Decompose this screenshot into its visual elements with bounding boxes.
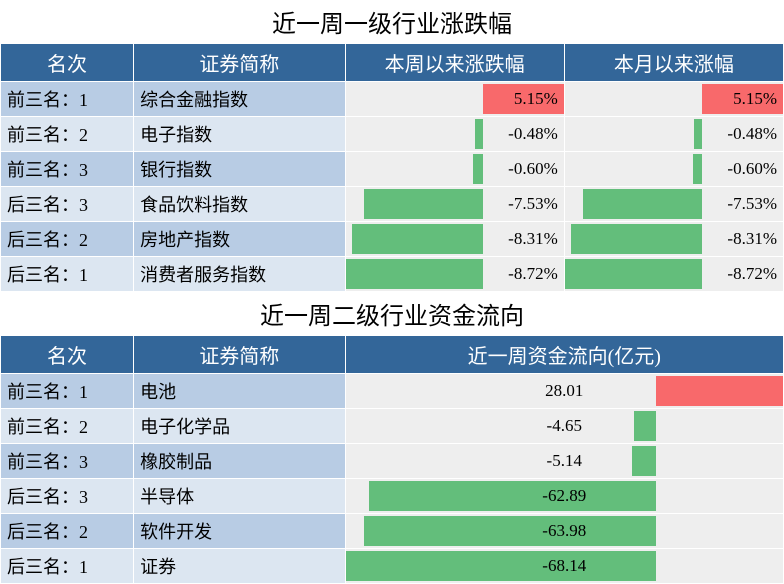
bar-value-label: -0.48% — [727, 124, 777, 144]
column-header: 本周以来涨跌幅 — [345, 44, 564, 82]
rank-cell: 后三名：1 — [1, 549, 134, 584]
data-bar — [369, 481, 655, 511]
bar-cell: -7.53% — [564, 187, 783, 222]
table1: 名次证券简称本周以来涨跌幅本月以来涨幅 前三名：1综合金融指数 5.15% 5.15… — [0, 43, 784, 292]
table2-title: 近一周二级行业资金流向 — [0, 292, 784, 335]
rank-cell: 前三名：2 — [1, 117, 134, 152]
data-bar — [475, 119, 483, 149]
rank-cell: 后三名：3 — [1, 187, 134, 222]
bar-cell: -8.31% — [345, 222, 564, 257]
column-header: 名次 — [1, 336, 134, 374]
data-bar — [634, 411, 655, 441]
data-bar — [694, 119, 702, 149]
name-cell: 证券 — [134, 549, 345, 584]
bar-cell: -8.72% — [564, 257, 783, 292]
bar-cell: -7.53% — [345, 187, 564, 222]
data-bar — [364, 189, 482, 219]
name-cell: 银行指数 — [134, 152, 345, 187]
rank-cell: 前三名：3 — [1, 444, 134, 479]
bar-value-label: 5.15% — [733, 89, 777, 109]
table-row: 后三名：3食品饮料指数 -7.53% -7.53% — [1, 187, 784, 222]
name-cell: 电子化学品 — [134, 409, 345, 444]
data-bar — [565, 259, 702, 289]
bar-value-label: -62.89 — [542, 486, 586, 506]
name-cell: 橡胶制品 — [134, 444, 345, 479]
rank-cell: 后三名：1 — [1, 257, 134, 292]
bar-cell: -0.48% — [564, 117, 783, 152]
bar-value-label: -5.14 — [547, 451, 582, 471]
column-header: 证券简称 — [134, 44, 345, 82]
name-cell: 食品饮料指数 — [134, 187, 345, 222]
table-row: 后三名：1消费者服务指数 -8.72% -8.72% — [1, 257, 784, 292]
table-row: 后三名：2软件开发 -63.98 — [1, 514, 784, 549]
bar-cell: -0.60% — [345, 152, 564, 187]
table-row: 前三名：2电子指数 -0.48% -0.48% — [1, 117, 784, 152]
table-row: 前三名：3银行指数 -0.60% -0.60% — [1, 152, 784, 187]
table-row: 前三名：1电池 28.01 — [1, 374, 784, 409]
column-header: 证券简称 — [134, 336, 345, 374]
bar-cell: -0.60% — [564, 152, 783, 187]
bar-value-label: -63.98 — [542, 521, 586, 541]
bar-value-label: -8.31% — [727, 229, 777, 249]
bar-cell: -63.98 — [345, 514, 783, 549]
table-row: 后三名：2房地产指数 -8.31% -8.31% — [1, 222, 784, 257]
rank-cell: 后三名：2 — [1, 514, 134, 549]
data-bar — [583, 189, 701, 219]
rank-cell: 前三名：2 — [1, 409, 134, 444]
bar-value-label: -7.53% — [508, 194, 558, 214]
bar-cell: -62.89 — [345, 479, 783, 514]
data-bar — [352, 224, 483, 254]
bar-cell: -5.14 — [345, 444, 783, 479]
name-cell: 电池 — [134, 374, 345, 409]
bar-value-label: -4.65 — [547, 416, 582, 436]
table1-title: 近一周一级行业涨跌幅 — [0, 0, 784, 43]
table-row: 前三名：1综合金融指数 5.15% 5.15% — [1, 82, 784, 117]
bar-cell: -8.72% — [345, 257, 564, 292]
data-bar — [632, 446, 655, 476]
data-bar — [571, 224, 702, 254]
rank-cell: 前三名：1 — [1, 82, 134, 117]
table-row: 后三名：3半导体 -62.89 — [1, 479, 784, 514]
bar-value-label: -8.31% — [508, 229, 558, 249]
bar-value-label: -0.60% — [727, 159, 777, 179]
bar-cell: -68.14 — [345, 549, 783, 584]
name-cell: 软件开发 — [134, 514, 345, 549]
bar-value-label: -7.53% — [727, 194, 777, 214]
name-cell: 半导体 — [134, 479, 345, 514]
bar-value-label: -0.60% — [508, 159, 558, 179]
name-cell: 电子指数 — [134, 117, 345, 152]
bar-value-label: 28.01 — [545, 381, 583, 401]
name-cell: 消费者服务指数 — [134, 257, 345, 292]
bar-cell: -8.31% — [564, 222, 783, 257]
rank-cell: 前三名：3 — [1, 152, 134, 187]
bar-cell: 5.15% — [564, 82, 783, 117]
bar-value-label: -8.72% — [727, 264, 777, 284]
data-bar — [346, 259, 483, 289]
bar-value-label: -68.14 — [542, 556, 586, 576]
rank-cell: 后三名：2 — [1, 222, 134, 257]
bar-cell: -4.65 — [345, 409, 783, 444]
table-row: 前三名：3橡胶制品 -5.14 — [1, 444, 784, 479]
data-bar — [656, 376, 783, 406]
rank-cell: 前三名：1 — [1, 374, 134, 409]
column-header: 名次 — [1, 44, 134, 82]
table-row: 前三名：2电子化学品 -4.65 — [1, 409, 784, 444]
bar-cell: 5.15% — [345, 82, 564, 117]
rank-cell: 后三名：3 — [1, 479, 134, 514]
bar-cell: 28.01 — [345, 374, 783, 409]
data-bar — [473, 154, 482, 184]
data-bar — [693, 154, 702, 184]
bar-value-label: -8.72% — [508, 264, 558, 284]
column-header: 本月以来涨幅 — [564, 44, 783, 82]
bar-value-label: -0.48% — [508, 124, 558, 144]
column-header: 近一周资金流向(亿元) — [345, 336, 783, 374]
name-cell: 综合金融指数 — [134, 82, 345, 117]
bar-value-label: 5.15% — [514, 89, 558, 109]
bar-cell: -0.48% — [345, 117, 564, 152]
table-row: 后三名：1证券 -68.14 — [1, 549, 784, 584]
table2: 名次证券简称近一周资金流向(亿元) 前三名：1电池 28.01 前三名：2电子化学品… — [0, 335, 784, 584]
data-bar — [346, 551, 656, 581]
name-cell: 房地产指数 — [134, 222, 345, 257]
